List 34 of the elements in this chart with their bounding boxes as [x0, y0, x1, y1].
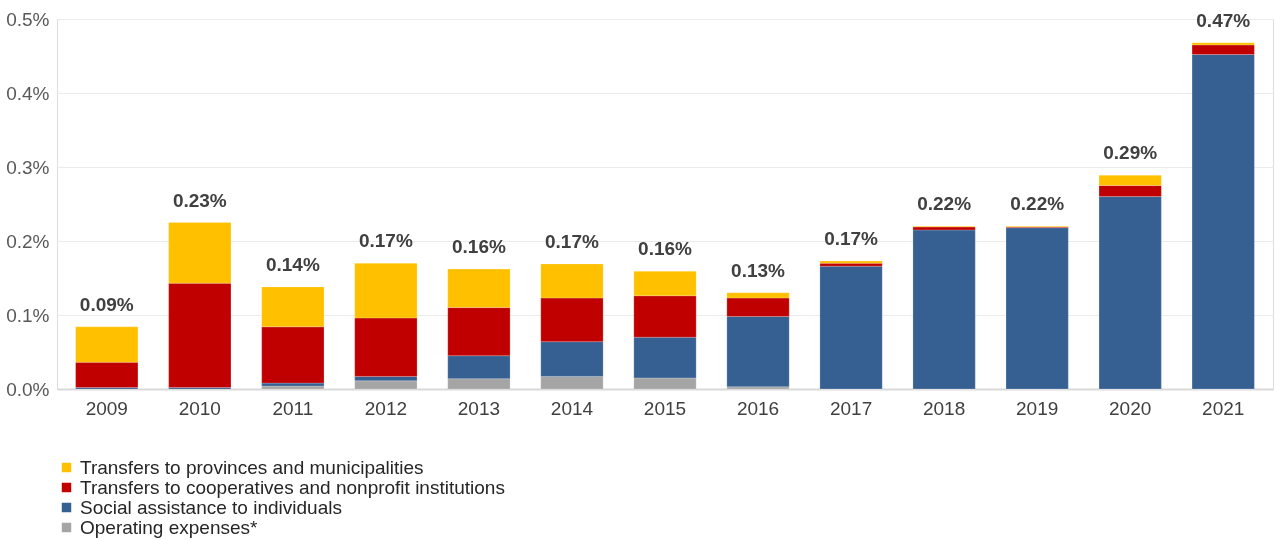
total-label: 0.14%	[265, 253, 320, 275]
y-tick-label: 0.1%	[6, 304, 50, 326]
legend-label: Transfers to provinces and municipalities	[80, 456, 424, 478]
y-tick-label: 0.3%	[6, 156, 50, 178]
y-tick-label: 0.0%	[6, 378, 50, 400]
x-tick-label: 2018	[922, 397, 966, 419]
total-label: 0.16%	[638, 238, 693, 260]
total-label: 0.22%	[1010, 193, 1065, 215]
y-tick-label: 0.2%	[6, 230, 50, 252]
total-label: 0.29%	[1103, 142, 1158, 164]
total-label: 0.23%	[172, 189, 227, 211]
x-tick-label: 2019	[1016, 397, 1059, 419]
total-label: 0.17%	[824, 227, 879, 249]
legend-label: Operating expenses*	[80, 516, 259, 538]
x-tick-label: 2014	[550, 397, 594, 419]
x-tick-label: 2012	[364, 397, 408, 419]
total-label: 0.47%	[1196, 9, 1251, 31]
y-tick-label: 0.5%	[6, 8, 50, 30]
y-tick-label: 0.4%	[6, 82, 50, 104]
x-tick-label: 2021	[1202, 397, 1245, 419]
x-tick-label: 2020	[1109, 397, 1152, 419]
x-tick-label: 2010	[178, 397, 221, 419]
x-tick-label: 2017	[829, 397, 873, 419]
total-label: 0.09%	[79, 293, 134, 315]
x-tick-label: 2013	[457, 397, 501, 419]
total-label: 0.22%	[917, 193, 972, 215]
x-tick-label: 2009	[85, 397, 128, 419]
total-label: 0.16%	[451, 236, 506, 258]
x-tick-label: 2011	[272, 397, 314, 419]
x-tick-label: 2015	[643, 397, 687, 419]
total-label: 0.17%	[545, 230, 599, 252]
total-label: 0.17%	[358, 230, 413, 252]
total-label: 0.13%	[731, 259, 786, 281]
x-tick-label: 2016	[736, 397, 780, 419]
